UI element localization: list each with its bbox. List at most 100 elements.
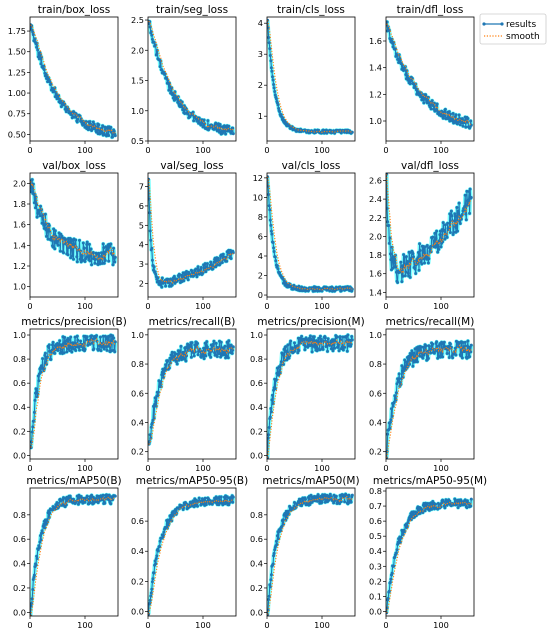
data-point (465, 499, 469, 503)
data-point (48, 511, 52, 515)
data-point (417, 268, 421, 272)
data-point (453, 212, 457, 216)
y-tick-label: 0.3 (369, 561, 382, 571)
data-point (167, 88, 171, 92)
data-point (431, 235, 435, 239)
data-point (152, 571, 156, 575)
data-point (30, 178, 34, 182)
data-point (430, 99, 434, 103)
data-point (83, 500, 87, 504)
y-tick-label: 0.2 (250, 426, 263, 436)
data-point (220, 261, 224, 264)
data-point (78, 348, 81, 352)
data-point (31, 33, 35, 37)
data-point (423, 261, 426, 265)
y-tick-label: 2.0 (131, 45, 144, 55)
data-point (152, 416, 156, 420)
data-point (80, 254, 84, 258)
data-point (178, 350, 182, 354)
data-point (92, 122, 96, 126)
data-point (185, 354, 188, 358)
data-point (43, 526, 47, 530)
data-point (107, 493, 111, 497)
x-tick-label: 100 (77, 301, 93, 311)
data-point (41, 531, 45, 535)
data-point (68, 240, 72, 244)
data-point (170, 350, 174, 354)
series-highlight (148, 493, 236, 615)
x-tick-label: 100 (195, 301, 211, 311)
series-smooth-line (386, 344, 472, 458)
data-point (323, 336, 327, 340)
data-point (106, 246, 109, 250)
series-results-line (148, 495, 234, 615)
y-tick-label: 0.8 (369, 486, 382, 496)
data-point (431, 342, 435, 346)
y-tick-label: 0.4 (13, 559, 26, 569)
data-point (89, 501, 92, 505)
data-point (33, 398, 37, 402)
data-point (154, 272, 158, 276)
data-point (408, 514, 412, 518)
y-tick-label: 0.7 (369, 501, 382, 511)
data-point (73, 115, 77, 119)
data-point (338, 335, 342, 339)
data-point (206, 119, 210, 123)
y-tick-label: 0.8 (369, 359, 382, 369)
data-point (90, 334, 94, 338)
data-point (36, 48, 40, 52)
data-point (272, 554, 276, 558)
data-point (331, 349, 335, 353)
axes-frame (266, 16, 356, 142)
data-point (199, 266, 203, 269)
data-point (469, 497, 473, 501)
data-point (31, 30, 35, 34)
data-point (209, 260, 213, 264)
data-point (148, 601, 152, 605)
data-point (35, 389, 39, 393)
data-point (422, 101, 426, 105)
data-point (196, 342, 199, 345)
data-point (70, 254, 74, 258)
y-tick-label: 1.50 (8, 47, 26, 57)
data-point (156, 394, 160, 397)
data-point (269, 66, 273, 70)
data-point (389, 577, 393, 581)
x-tick-label: 0 (264, 463, 269, 473)
subplot-metrics-map50-m: metrics/mAP50(M) 0.0 0.2 0.4 0.6 0.8 0 100 (250, 475, 360, 630)
data-point (91, 251, 95, 254)
data-point (109, 502, 113, 506)
data-point (90, 263, 94, 267)
data-point (37, 379, 41, 383)
y-tick-label: 0.2 (13, 426, 26, 436)
x-tick-label: 100 (433, 145, 449, 155)
legend: results smooth (479, 13, 547, 45)
data-point (388, 580, 392, 584)
legend-entry-smooth: smooth (484, 32, 540, 42)
data-point (419, 95, 423, 99)
data-point (205, 265, 209, 269)
data-point (425, 244, 429, 247)
y-tick-label: 0.6 (13, 534, 26, 544)
data-point (103, 259, 107, 262)
subplot-title: metrics/recall(M) (386, 316, 475, 328)
data-point (317, 336, 321, 340)
data-point (267, 594, 271, 598)
data-point (408, 82, 412, 86)
data-point (153, 559, 157, 563)
data-point (456, 229, 459, 233)
data-point (462, 209, 466, 213)
data-point (271, 393, 274, 397)
data-point (333, 346, 337, 350)
data-point (87, 242, 91, 246)
y-tick-label: 1.0 (369, 116, 382, 126)
data-point (406, 271, 410, 275)
y-tick-label: 0.2 (369, 576, 382, 586)
data-point (445, 235, 449, 239)
data-point (163, 72, 167, 76)
y-tick-label: 1.0 (131, 330, 144, 340)
data-point (38, 214, 42, 218)
data-point (156, 390, 160, 394)
y-tick-label: 0.1 (369, 591, 382, 601)
data-point (458, 222, 462, 225)
